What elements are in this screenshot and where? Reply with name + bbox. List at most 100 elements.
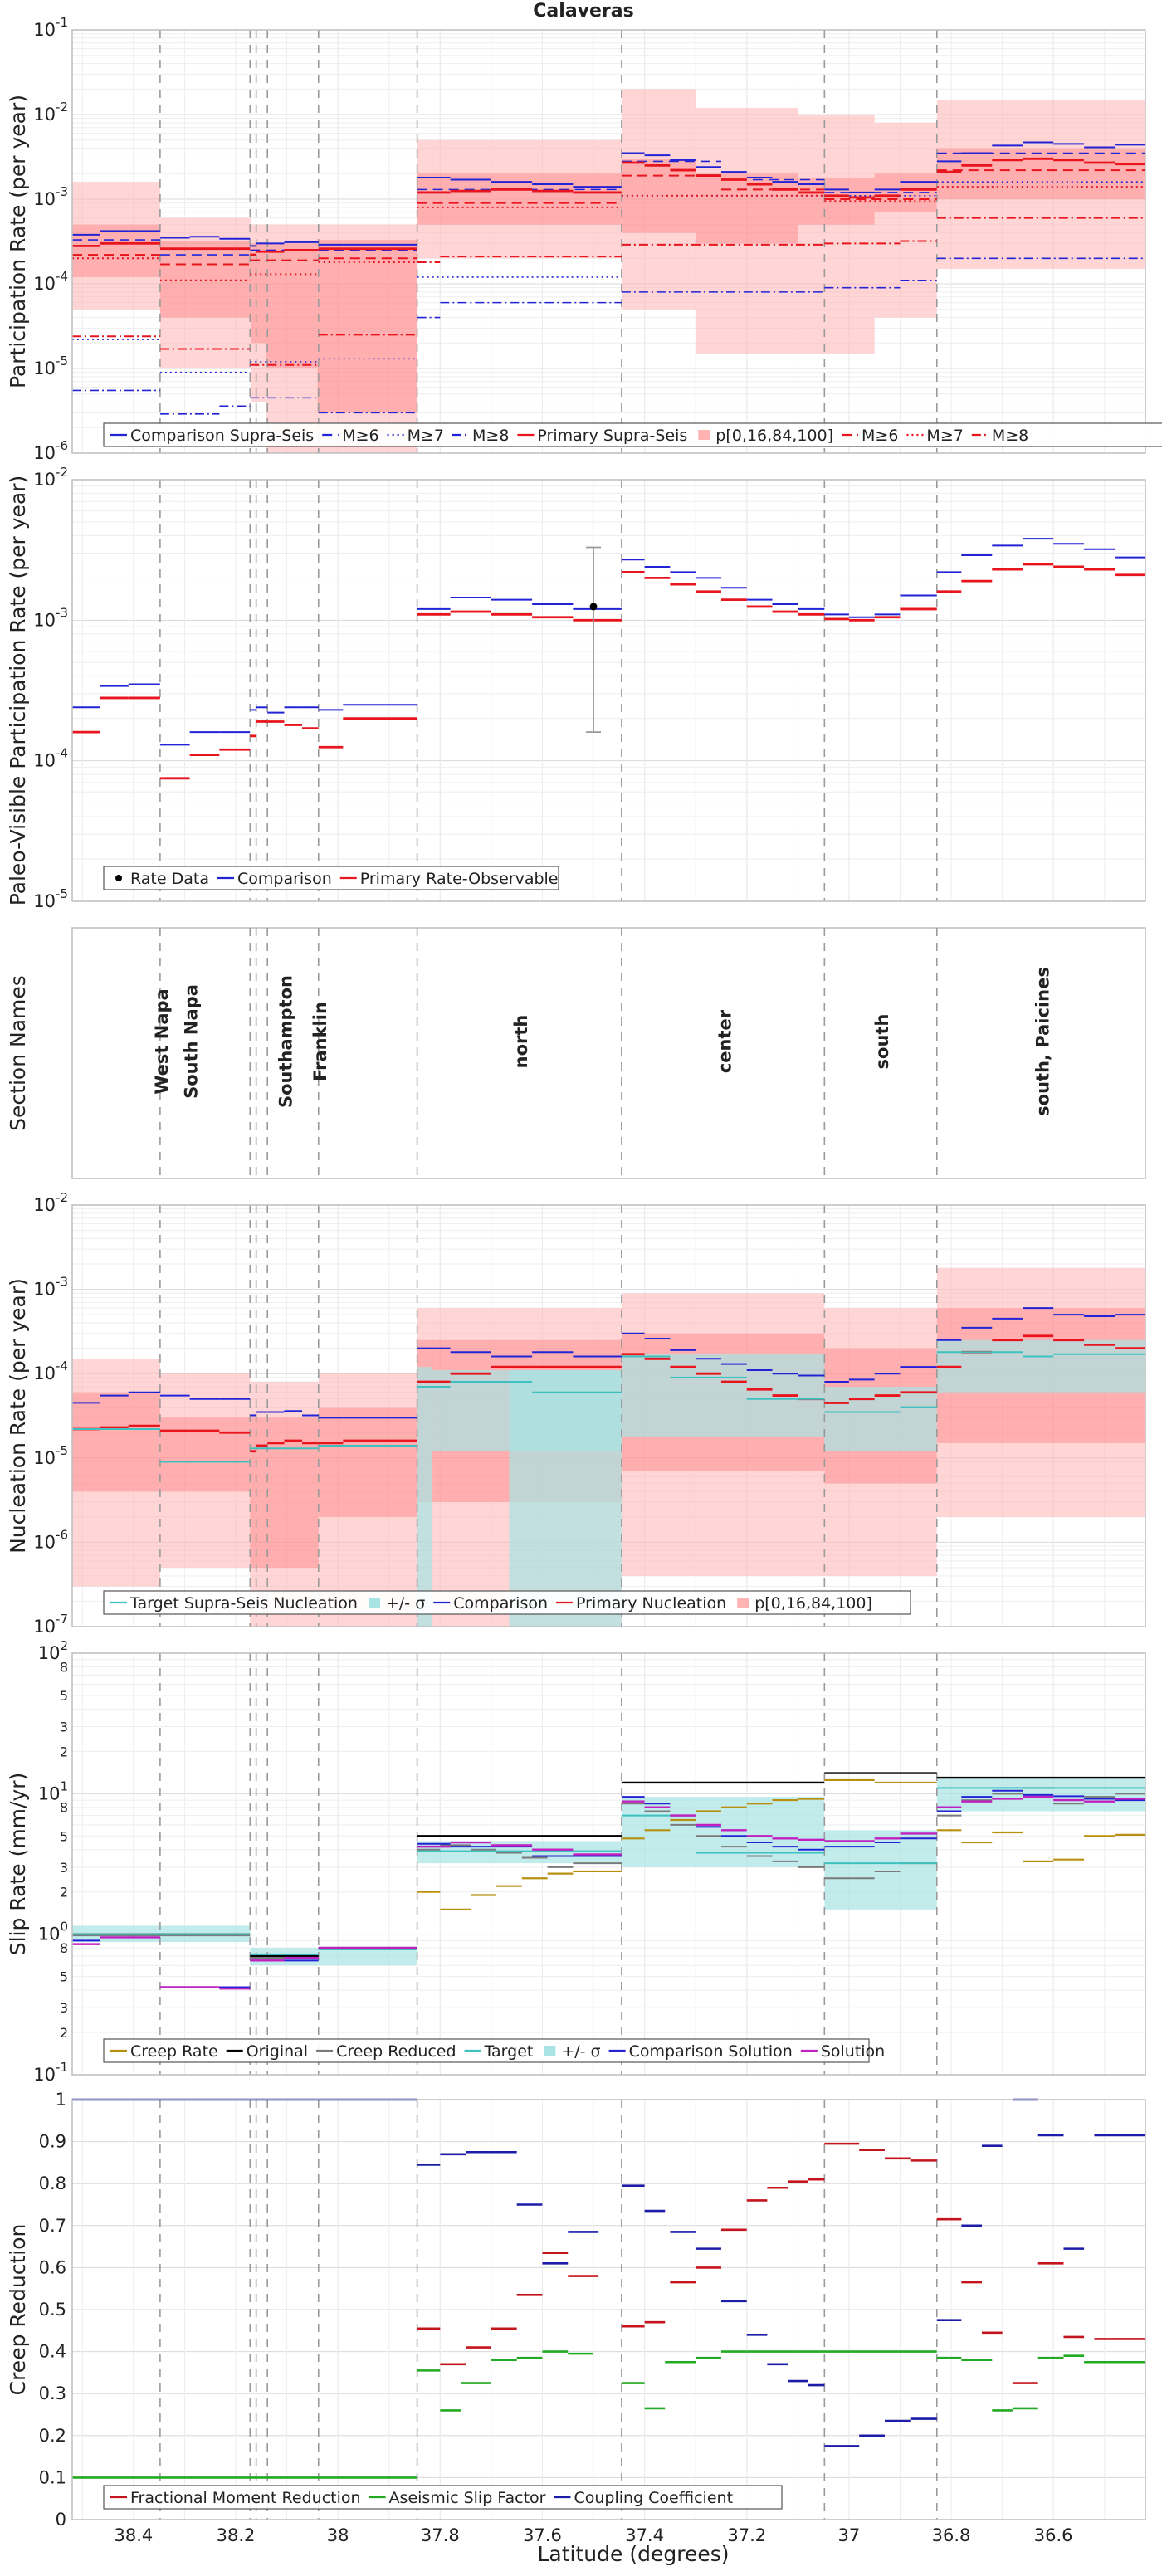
nucleation-y-ticks: 10-710-610-510-410-310-2 (33, 1190, 68, 1637)
paleo-section-boundaries (159, 480, 938, 901)
legend-label: Creep Rate (130, 2042, 218, 2061)
sigma-band (936, 1339, 1145, 1393)
y-tick-base: 10 (33, 1364, 56, 1383)
legend-label: M≥8 (472, 427, 509, 445)
creep-y-tick-label: 0.1 (39, 2467, 66, 2487)
legend-label: Creep Reduced (336, 2042, 456, 2061)
legend-swatch (737, 1598, 749, 1608)
nucleation-legend: Target Supra-Seis Nucleation +/- σ Compari… (103, 1590, 911, 1615)
legend-label: +/- σ (561, 2042, 600, 2061)
section-name-label: South Napa (182, 984, 202, 1099)
nucleation-plot-frame (71, 1204, 1146, 1627)
legend-label: Comparison (453, 1594, 548, 1612)
section-name-label: south, Paicines (1033, 967, 1052, 1116)
band-outer (159, 217, 251, 368)
creep-y-axis-title: Creep Reduction (6, 2224, 30, 2396)
band-outer (874, 122, 937, 318)
participation-series-5 (72, 169, 1145, 266)
paleo-y-tick-label: 10-5 (33, 886, 68, 911)
legend-label: M≥7 (926, 427, 963, 445)
band-inner (72, 224, 160, 277)
participation-y-tick-label: 10-1 (33, 15, 68, 40)
legend-swatch (115, 875, 122, 881)
legend-label: Original (247, 2042, 308, 2061)
nucleation-y-tick-label: 10-5 (33, 1443, 68, 1468)
nucleation-series-1 (72, 1334, 1145, 1453)
creep-series-1 (72, 2350, 1145, 2479)
section-name-label: center (715, 1009, 735, 1073)
y-tick-base: 10 (33, 443, 56, 463)
sigma-band (621, 1797, 825, 1867)
creep-section-boundaries (159, 2100, 938, 2520)
y-tick-exponent: 1 (60, 1778, 68, 1793)
band-outer (250, 1382, 319, 1627)
legend-swatch (698, 430, 710, 440)
y-tick-base: 10 (33, 1280, 56, 1300)
y-tick-exponent: -1 (56, 15, 68, 30)
paleo-y-tick-label: 10-4 (33, 746, 68, 771)
chart-title: Calaveras (533, 1, 633, 22)
creep-y-tick-label: 0.4 (39, 2342, 66, 2362)
participation-series-0 (72, 141, 1145, 247)
participation-y-tick-label: 10-2 (33, 100, 68, 124)
creep-y-tick-label: 1 (56, 2090, 66, 2110)
x-tick-label: 38.4 (115, 2525, 154, 2545)
legend-swatch (544, 2046, 556, 2056)
sigma-band (417, 1367, 433, 1627)
band-inner (936, 148, 1145, 199)
band-outer (936, 100, 1145, 270)
slip-y-minor-label: 8 (60, 1800, 68, 1816)
y-tick-exponent: -5 (56, 1443, 68, 1458)
section-names: West Napa South Napa Southampton Franklin no… (152, 967, 1052, 1116)
creep-plot-frame (71, 2099, 1146, 2520)
band-inner (251, 243, 266, 344)
y-tick-base: 10 (33, 105, 56, 124)
slip-y-minor-label: 2 (60, 1744, 68, 1759)
legend-label: +/- σ (386, 1594, 425, 1612)
legend-label: p[0,16,84,100] (754, 1594, 872, 1612)
y-tick-exponent: -3 (56, 1275, 68, 1290)
y-tick-exponent: -2 (56, 465, 68, 480)
x-tick-label: 37 (838, 2525, 861, 2545)
nucleation-y-tick-label: 10-6 (33, 1527, 68, 1552)
sections-plot-frame (71, 927, 1146, 1179)
legend-label: M≥6 (862, 427, 898, 445)
legend-label: M≥6 (342, 427, 378, 445)
sigma-band (824, 1386, 937, 1451)
x-tick-label: 37.8 (421, 2525, 460, 2545)
band-inner (72, 1392, 160, 1492)
legend-label: Comparison (237, 870, 332, 888)
rate-data-point (589, 603, 598, 611)
legend-label: Comparison Solution (629, 2042, 793, 2061)
slip-y-tick-label: 102 (38, 1638, 68, 1663)
legend-label: Primary Supra-Seis (537, 427, 687, 445)
slip-y-minor-label: 5 (60, 1828, 68, 1844)
y-tick-base: 10 (38, 1783, 61, 1803)
creep-y-tick-label: 0.6 (39, 2257, 66, 2277)
y-tick-base: 10 (33, 20, 56, 40)
x-tick-label: 36.8 (932, 2525, 971, 2545)
slip-y-tick-label: 101 (38, 1778, 68, 1803)
slip-y-axis-title: Slip Rate (mm/yr) (6, 1773, 30, 1956)
slip-y-tick-label: 10-1 (33, 2060, 68, 2085)
y-tick-exponent: -7 (56, 1612, 68, 1627)
legend-label: M≥8 (992, 427, 1028, 445)
participation-y-tick-label: 10-3 (33, 184, 68, 209)
creep-legend: Fractional Moment Reduction Aseismic Slip… (103, 2485, 783, 2510)
legend-label: p[0,16,84,100] (715, 427, 833, 445)
participation-series-6 (72, 186, 1145, 281)
paleo-legend-box (103, 866, 559, 890)
y-tick-base: 10 (33, 2065, 56, 2085)
section-name-label: Franklin (310, 1002, 330, 1081)
y-tick-base: 10 (33, 1617, 56, 1637)
x-tick-label: 36.6 (1034, 2525, 1073, 2545)
section-name-label: West Napa (152, 988, 172, 1094)
paleo-series-1 (72, 563, 1145, 780)
nucleation-series-2 (72, 1351, 1145, 1463)
y-tick-exponent: 0 (60, 1920, 68, 1934)
legend-label: Comparison Supra-Seis (130, 427, 314, 445)
paleo-legend: Rate Data Comparison Primary Rate-Observab… (103, 866, 559, 890)
y-tick-exponent: -2 (56, 1190, 68, 1205)
creep-y-tick-label: 0 (56, 2510, 66, 2530)
